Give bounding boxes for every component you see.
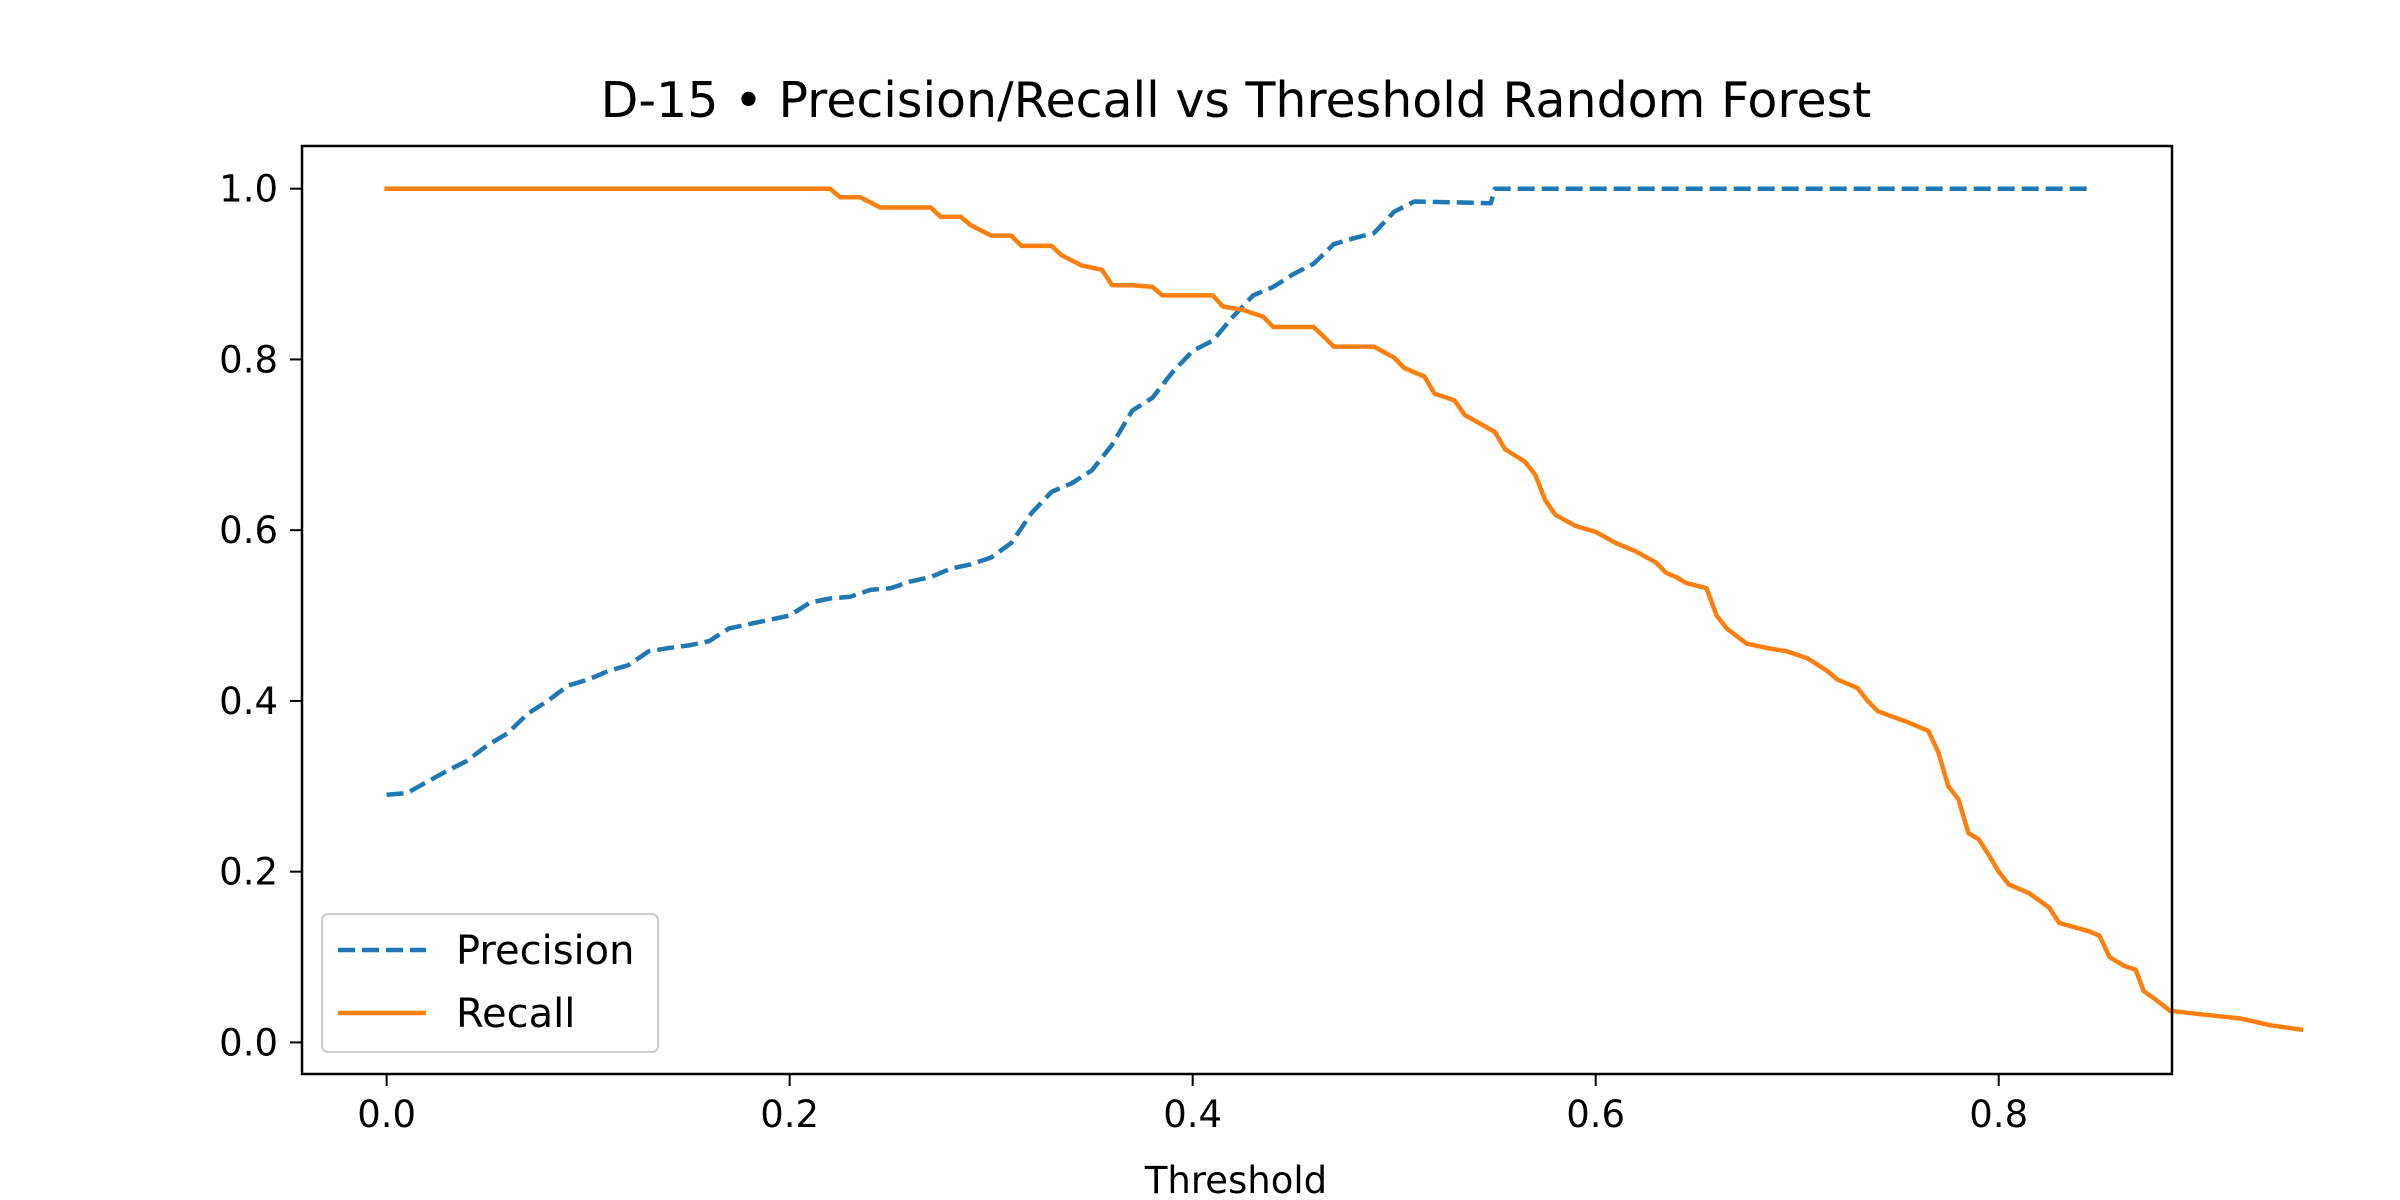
chart-title: D-15 • Precision/Recall vs Threshold Ran…: [601, 72, 1872, 129]
x-tick-label: 0.4: [1163, 1093, 1222, 1136]
x-tick-label: 0.0: [357, 1093, 416, 1136]
y-tick-label: 0.4: [219, 680, 278, 723]
plot-frame: [300, 144, 2174, 1076]
y-tick-label: 0.0: [219, 1021, 278, 1064]
y-tick-label: 0.8: [219, 338, 278, 381]
y-tick-label: 0.2: [219, 851, 278, 894]
legend: Precision Recall: [321, 913, 659, 1053]
y-tick-label: 1.0: [219, 168, 278, 211]
y-axis: 0.0 0.2 0.4 0.6 0.8 1.0: [219, 168, 302, 1064]
x-tick-label: 0.2: [760, 1093, 819, 1136]
x-tick-label: 0.6: [1566, 1093, 1625, 1136]
x-tick-label: 0.8: [1969, 1093, 2028, 1136]
x-axis: 0.0 0.2 0.4 0.6 0.8: [357, 1074, 2028, 1136]
plot-area: [300, 144, 2304, 1076]
series-line-recall: [384, 186, 2304, 1033]
legend-label-recall: Recall: [456, 991, 575, 1037]
legend-label-precision: Precision: [456, 928, 634, 974]
x-axis-label: Threshold: [1144, 1159, 1327, 1200]
series-line-precision: [386, 186, 2090, 798]
y-tick-label: 0.6: [219, 509, 278, 552]
legend-box: [321, 913, 659, 1053]
